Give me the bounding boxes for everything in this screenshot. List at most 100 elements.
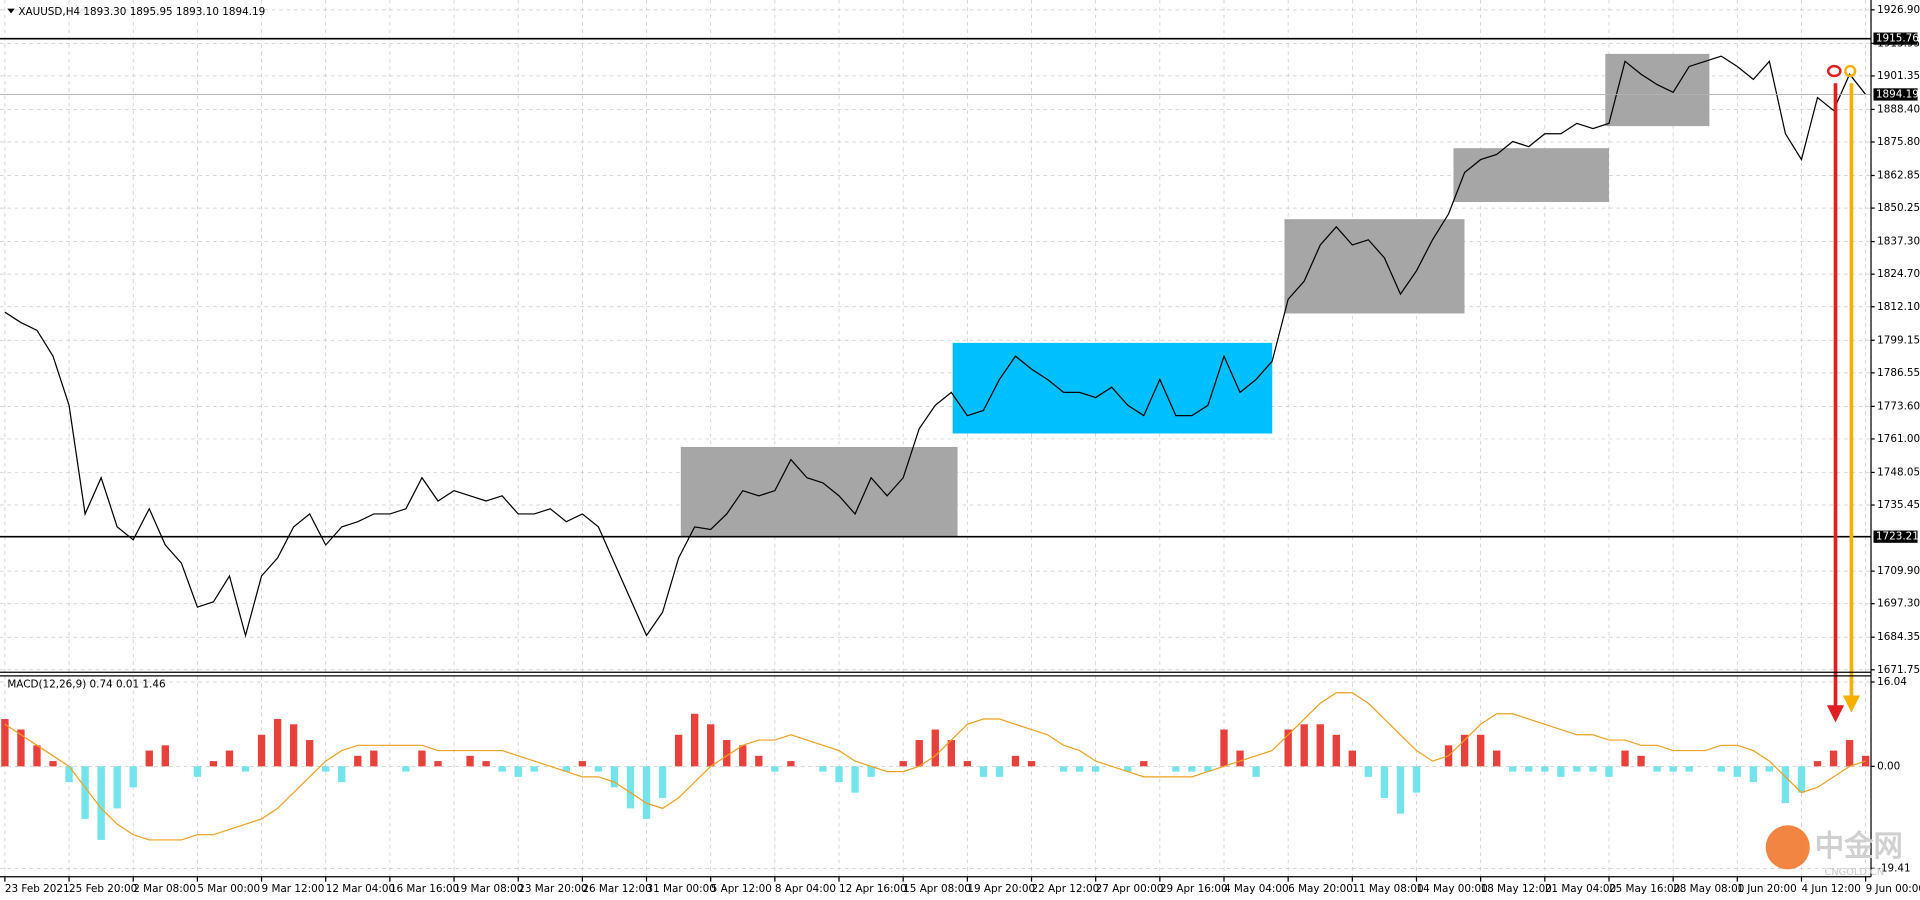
x-tick-label: 5 Apr 12:00 bbox=[711, 883, 772, 895]
y-tick-label: 1786.55 bbox=[1877, 367, 1920, 379]
histogram-bar bbox=[354, 755, 362, 767]
histogram-bar bbox=[835, 766, 843, 783]
histogram-bar bbox=[1845, 740, 1854, 767]
y-tick-label: 1926.90 bbox=[1877, 4, 1920, 16]
histogram-bar bbox=[1236, 750, 1244, 767]
x-tick-label: 9 Jun 00:00 bbox=[1866, 883, 1920, 895]
marker bbox=[1826, 64, 1842, 78]
histogram-bar bbox=[1124, 766, 1132, 772]
x-tick-label: 9 Mar 12:00 bbox=[262, 883, 325, 895]
histogram-bar bbox=[1717, 766, 1725, 772]
histogram-bar bbox=[289, 724, 298, 767]
histogram-bar bbox=[1605, 766, 1613, 777]
histogram-bar bbox=[1396, 766, 1405, 814]
y-tick-label: 1761.00 bbox=[1877, 433, 1920, 445]
histogram-bar bbox=[1829, 750, 1838, 767]
histogram-bar bbox=[225, 750, 234, 767]
histogram-bar bbox=[1027, 761, 1036, 767]
histogram-bar bbox=[658, 766, 667, 798]
histogram-bar bbox=[1252, 766, 1260, 777]
y-tick-label: 1735.45 bbox=[1877, 499, 1920, 511]
x-tick-label: 25 Feb 20:00 bbox=[69, 883, 137, 895]
y-tick-label: 1862.85 bbox=[1877, 169, 1920, 181]
y-tick-label: 1748.05 bbox=[1877, 466, 1920, 478]
histogram-bar bbox=[578, 761, 587, 767]
arrowhead bbox=[1826, 705, 1845, 723]
x-tick-label: 21 May 04:00 bbox=[1545, 883, 1616, 895]
indicator-title: MACD(12,26,9) 0.74 0.01 1.46 bbox=[7, 678, 165, 690]
histogram-bar bbox=[113, 766, 121, 809]
histogram-bar bbox=[1733, 766, 1741, 777]
histogram-bar bbox=[755, 755, 763, 767]
histogram-bar bbox=[514, 766, 522, 777]
histogram-bar bbox=[1509, 766, 1517, 772]
histogram-bar bbox=[1589, 766, 1597, 772]
chart-title: XAUUSD,H4 1893.30 1895.95 1893.10 1894.1… bbox=[18, 6, 265, 18]
x-tick-label: 18 May 12:00 bbox=[1481, 883, 1552, 895]
x-tick-label: 4 Jun 12:00 bbox=[1801, 883, 1860, 895]
histogram-bar bbox=[787, 761, 795, 767]
histogram-bar bbox=[49, 761, 57, 767]
price-tag-label: 1915.76 bbox=[1876, 33, 1919, 45]
histogram-bar bbox=[65, 766, 73, 783]
plot-layer: 23 Feb 2021 25 Feb 20:002 Mar 08:00 5 Mar … bbox=[0, 4, 1920, 895]
histogram-bar bbox=[466, 755, 474, 767]
y-tick-label: 1773.60 bbox=[1877, 400, 1920, 412]
histogram-bar bbox=[707, 724, 715, 767]
histogram-bar bbox=[1460, 734, 1469, 767]
histogram-bar bbox=[626, 766, 635, 809]
histogram-bar bbox=[1364, 766, 1373, 777]
histogram-bar bbox=[1332, 734, 1340, 767]
histogram-bar bbox=[1797, 766, 1806, 793]
histogram-bar bbox=[771, 766, 779, 772]
histogram-bar bbox=[674, 734, 683, 767]
histogram-bar bbox=[17, 729, 25, 767]
watermark-sub: CNGOLD.CN bbox=[1824, 867, 1884, 878]
x-tick-label: 31 Mar 00:00 bbox=[647, 883, 716, 895]
x-tick-label: 11 May 08:00 bbox=[1352, 883, 1423, 895]
signal-line bbox=[4, 692, 1866, 841]
x-tick-label: 26 Mar 12:00 bbox=[582, 883, 651, 895]
histogram-bar bbox=[1011, 755, 1020, 767]
histogram-bar bbox=[418, 750, 426, 767]
histogram-bar bbox=[1172, 766, 1180, 772]
histogram-bar bbox=[193, 766, 202, 777]
menu-icon bbox=[7, 8, 15, 14]
histogram-bar bbox=[739, 745, 747, 767]
y-tick-label: 1684.35 bbox=[1877, 631, 1920, 643]
histogram-bar bbox=[851, 766, 859, 793]
histogram-bar bbox=[995, 766, 1004, 777]
y-tick-label: 16.04 bbox=[1877, 676, 1907, 688]
histogram-bar bbox=[402, 766, 410, 772]
y-tick-label: 1824.70 bbox=[1877, 268, 1920, 280]
price-tag-label: 1723.21 bbox=[1876, 531, 1919, 543]
y-tick-label: 1799.15 bbox=[1877, 334, 1920, 346]
x-tick-label: 29 Apr 16:00 bbox=[1160, 883, 1228, 895]
histogram-bar bbox=[1, 719, 9, 767]
y-tick-label: 1850.25 bbox=[1877, 202, 1920, 214]
x-tick-label: 8 Apr 04:00 bbox=[775, 883, 836, 895]
histogram-bar bbox=[306, 740, 314, 767]
histogram-bar bbox=[434, 761, 442, 767]
histogram-bar bbox=[867, 766, 875, 777]
histogram-bar bbox=[1749, 766, 1758, 783]
arrows bbox=[1826, 64, 1860, 723]
y-tick-label: 1837.30 bbox=[1877, 236, 1920, 248]
x-tick-label: 1 Jun 20:00 bbox=[1737, 883, 1796, 895]
zone bbox=[680, 446, 958, 537]
histogram-bar bbox=[257, 734, 266, 767]
histogram-bar bbox=[1140, 761, 1148, 767]
x-tick-label: 15 Apr 08:00 bbox=[903, 883, 971, 895]
logo bbox=[1765, 825, 1810, 870]
y-tick-label: 1888.40 bbox=[1877, 103, 1920, 115]
grid bbox=[0, 0, 1872, 877]
x-tick-label: 12 Mar 04:00 bbox=[326, 883, 395, 895]
histogram-bar bbox=[145, 750, 153, 767]
histogram-bar bbox=[1412, 766, 1421, 793]
y-tick-label: -19.41 bbox=[1877, 862, 1911, 874]
x-tick-label: 19 Apr 20:00 bbox=[967, 883, 1035, 895]
histogram-bar bbox=[1220, 729, 1228, 767]
